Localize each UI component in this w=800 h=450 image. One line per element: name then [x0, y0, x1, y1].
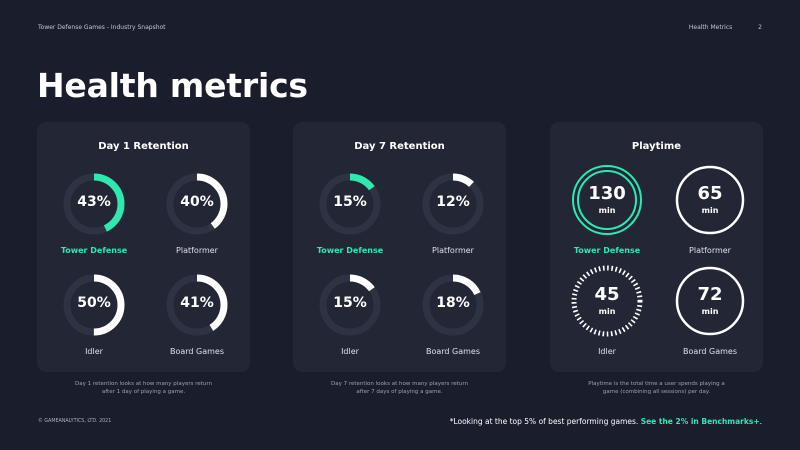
progress-ring [62, 172, 126, 236]
genre-label: Idler [598, 347, 616, 356]
caption-line: after 7 days of playing a game. [356, 389, 443, 395]
metric-idler: 15% Idler [300, 273, 400, 373]
ring-svg [422, 274, 484, 336]
caption-line: Day 1 retention looks at how many player… [74, 381, 213, 387]
metric-unit: min [598, 307, 616, 316]
progress-ring [421, 172, 485, 236]
metric-board-games: 18% Board Games [403, 273, 503, 373]
ring-progress-arc [422, 173, 484, 235]
metric-tower-defense: 43% Tower Defense [44, 172, 144, 272]
benchmarks-link[interactable]: See the 2% in Benchmarks+ [640, 417, 760, 426]
playtime-card: Playtime 130 min Tower Defense 65 min Pl… [550, 122, 763, 372]
progress-ring [165, 273, 229, 337]
ring-svg [166, 173, 228, 235]
genre-label: Board Games [682, 347, 738, 356]
ring-progress-arc [319, 274, 381, 336]
metric-value: 50% [77, 295, 111, 311]
day1-caption: Day 1 retention looks at how many player… [37, 380, 250, 396]
metric-value: 12% [436, 194, 470, 210]
metric-value: 43% [77, 194, 111, 210]
ring-svg [166, 274, 228, 336]
metric-platformer: 12% Platformer [403, 172, 503, 272]
caption-line: game (combining all sessions) per day. [602, 389, 711, 395]
ring-svg [422, 173, 484, 235]
ring-progress-arc [63, 274, 125, 336]
caption-line: Playtime is the total time a user spends… [588, 381, 725, 387]
progress-ring [318, 273, 382, 337]
metric-tower-defense: 130 min Tower Defense [557, 164, 657, 264]
ring-progress-arc [63, 173, 125, 235]
metric-idler: 45 min Idler [557, 265, 657, 365]
day7-caption: Day 7 retention looks at how many player… [293, 380, 506, 396]
footer-note-text: *Looking at the top 5% of best performin… [449, 417, 639, 426]
metric-tower-defense: 15% Tower Defense [300, 172, 400, 272]
ring-progress-arc [319, 173, 381, 235]
progress-ring [62, 273, 126, 337]
metric-value: 18% [436, 295, 470, 311]
metric-board-games: 41% Board Games [147, 273, 247, 373]
metric-value: 15% [333, 194, 367, 210]
breadcrumb: Tower Defense Games - Industry Snapshot [38, 24, 166, 31]
card-title: Day 1 Retention [98, 141, 189, 152]
metric-idler: 50% Idler [44, 273, 144, 373]
genre-label: Board Games [169, 347, 225, 356]
playtime-ring-dashed [571, 265, 643, 337]
metric-value: 15% [333, 295, 367, 311]
metric-value: 41% [180, 295, 214, 311]
ring-svg [63, 274, 125, 336]
genre-label: Tower Defense [573, 246, 641, 255]
day7-retention-card: Day 7 Retention 15% Tower Defense 12% Pl… [293, 122, 506, 372]
page-number: 2 [758, 24, 762, 31]
page-title: Health metrics [37, 66, 308, 105]
metric-value: 130 [588, 183, 626, 204]
top-bar: Tower Defense Games - Industry Snapshot … [38, 24, 762, 36]
ring-progress-arc [166, 274, 228, 336]
metric-unit: min [701, 307, 719, 316]
card-title: Day 7 Retention [354, 141, 445, 152]
metric-unit: min [701, 206, 719, 215]
ring-svg [319, 173, 381, 235]
playtime-ring [674, 265, 746, 337]
metric-platformer: 40% Platformer [147, 172, 247, 272]
metric-value: 45 [594, 284, 620, 305]
footer-period: . [759, 417, 762, 426]
genre-label: Board Games [425, 347, 481, 356]
genre-label: Tower Defense [316, 246, 384, 255]
genre-label: Idler [341, 347, 359, 356]
genre-label: Platformer [689, 246, 731, 255]
metric-value: 40% [180, 194, 214, 210]
card-title: Playtime [631, 141, 682, 152]
metric-value: 72 [697, 284, 723, 305]
progress-ring [318, 172, 382, 236]
genre-label: Platformer [176, 246, 218, 255]
playtime-ring [674, 164, 746, 236]
genre-label: Idler [85, 347, 103, 356]
ring-progress-arc [166, 173, 228, 235]
caption-line: Day 7 retention looks at how many player… [330, 381, 469, 387]
progress-ring [421, 273, 485, 337]
progress-ring [165, 172, 229, 236]
playtime-caption: Playtime is the total time a user spends… [550, 380, 763, 396]
metric-platformer: 65 min Platformer [660, 164, 760, 264]
metric-value: 65 [697, 183, 723, 204]
caption-line: after 1 day of playing a game. [101, 389, 186, 395]
section-label: Health Metrics [688, 24, 733, 31]
header-right: Health Metrics 2 [665, 24, 762, 31]
day1-retention-card: Day 1 Retention 43% Tower Defense 40% Pl… [37, 122, 250, 372]
footer-note: *Looking at the top 5% of best performin… [450, 417, 762, 426]
metric-board-games: 72 min Board Games [660, 265, 760, 365]
genre-label: Tower Defense [60, 246, 128, 255]
playtime-ring-double [571, 164, 643, 236]
metric-unit: min [598, 206, 616, 215]
ring-svg [319, 274, 381, 336]
ring-progress-arc [422, 274, 484, 336]
genre-label: Platformer [432, 246, 474, 255]
copyright: © GAMEANALYTICS, LTD. 2021 [38, 419, 112, 424]
ring-svg [63, 173, 125, 235]
